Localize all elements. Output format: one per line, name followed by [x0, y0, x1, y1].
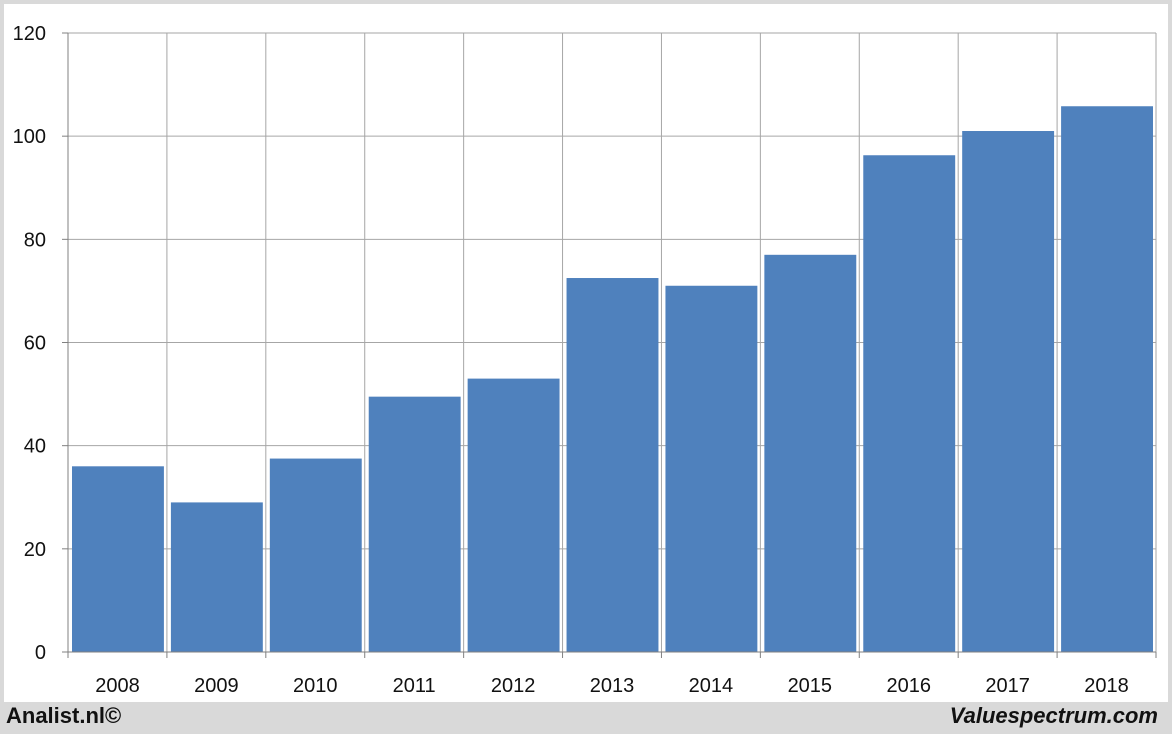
x-tick-label: 2008 [95, 675, 140, 697]
y-tick-label: 0 [35, 642, 46, 664]
bar-2016 [863, 155, 956, 652]
bar-2018 [1061, 106, 1153, 652]
x-tick-label: 2017 [985, 675, 1030, 697]
y-tick-label: 100 [13, 126, 46, 148]
y-tick-label: 80 [24, 229, 46, 251]
source-credit-left: Analist.nl© [6, 703, 122, 728]
axes [62, 32, 1157, 658]
x-tick-label: 2016 [886, 675, 931, 697]
y-tick-label: 120 [13, 23, 46, 45]
source-credit-right: Valuespectrum.com [949, 703, 1158, 728]
x-tick-label: 2009 [194, 675, 239, 697]
bar-2010 [269, 458, 362, 652]
x-tick-label: 2015 [788, 675, 833, 697]
x-tick-label: 2012 [491, 675, 536, 697]
x-tick-label: 2011 [393, 675, 436, 697]
bar-2012 [467, 378, 560, 652]
x-tick-label: 2013 [590, 675, 635, 697]
bar-2014 [665, 285, 758, 652]
y-tick-label: 60 [24, 333, 46, 355]
bars [72, 106, 1153, 653]
bar-2013 [566, 278, 659, 652]
bar-2017 [962, 131, 1055, 653]
bar-2011 [368, 396, 461, 652]
x-tick-label: 2014 [689, 675, 734, 697]
tick-labels: 0 20 40 60 80 100 120 2008 2009 2010 2011 2012 2013 2… [13, 23, 1129, 697]
bar-2009 [170, 502, 263, 652]
y-tick-label: 20 [24, 539, 46, 561]
y-tick-label: 40 [24, 436, 46, 458]
bar-2015 [764, 254, 857, 652]
bar-2008 [72, 466, 164, 652]
x-tick-label: 2010 [293, 675, 338, 697]
x-tick-label: 2018 [1084, 675, 1129, 697]
